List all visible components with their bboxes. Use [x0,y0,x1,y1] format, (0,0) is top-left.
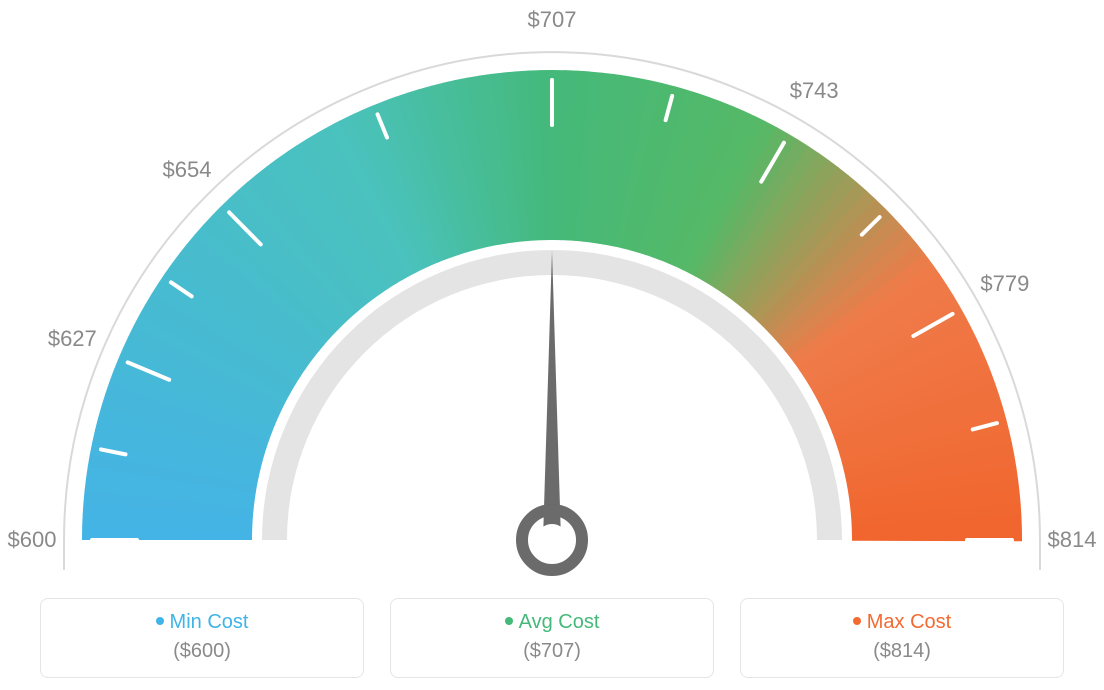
legend-row: Min Cost ($600) Avg Cost ($707) Max Cost… [0,580,1104,690]
gauge-tick-label: $779 [980,271,1029,297]
gauge-chart: $600 $627 $654 $707 $743 $779 $814 [0,0,1104,580]
legend-card-avg: Avg Cost ($707) [390,598,714,678]
gauge-tick-label: $743 [790,78,839,104]
gauge-svg [0,0,1104,580]
gauge-tick-label: $814 [1048,527,1097,553]
gauge-tick-label: $654 [163,157,212,183]
legend-card-min: Min Cost ($600) [40,598,364,678]
dot-icon-max [853,617,861,625]
legend-max-title: Max Cost [741,611,1063,634]
legend-avg-title: Avg Cost [391,611,713,634]
legend-min-label: Min Cost [170,611,249,633]
legend-max-label: Max Cost [867,611,951,633]
legend-max-value: ($814) [741,640,1063,663]
legend-min-title: Min Cost [41,611,363,634]
cost-gauge-container: $600 $627 $654 $707 $743 $779 $814 Min Cost ($… [0,0,1104,690]
dot-icon-avg [505,617,513,625]
legend-min-value: ($600) [41,640,363,663]
dot-icon-min [156,617,164,625]
legend-avg-label: Avg Cost [519,611,600,633]
gauge-tick-label: $707 [528,7,577,33]
gauge-tick-label: $627 [48,326,97,352]
legend-avg-value: ($707) [391,640,713,663]
gauge-tick-label: $600 [8,527,57,553]
legend-card-max: Max Cost ($814) [740,598,1064,678]
